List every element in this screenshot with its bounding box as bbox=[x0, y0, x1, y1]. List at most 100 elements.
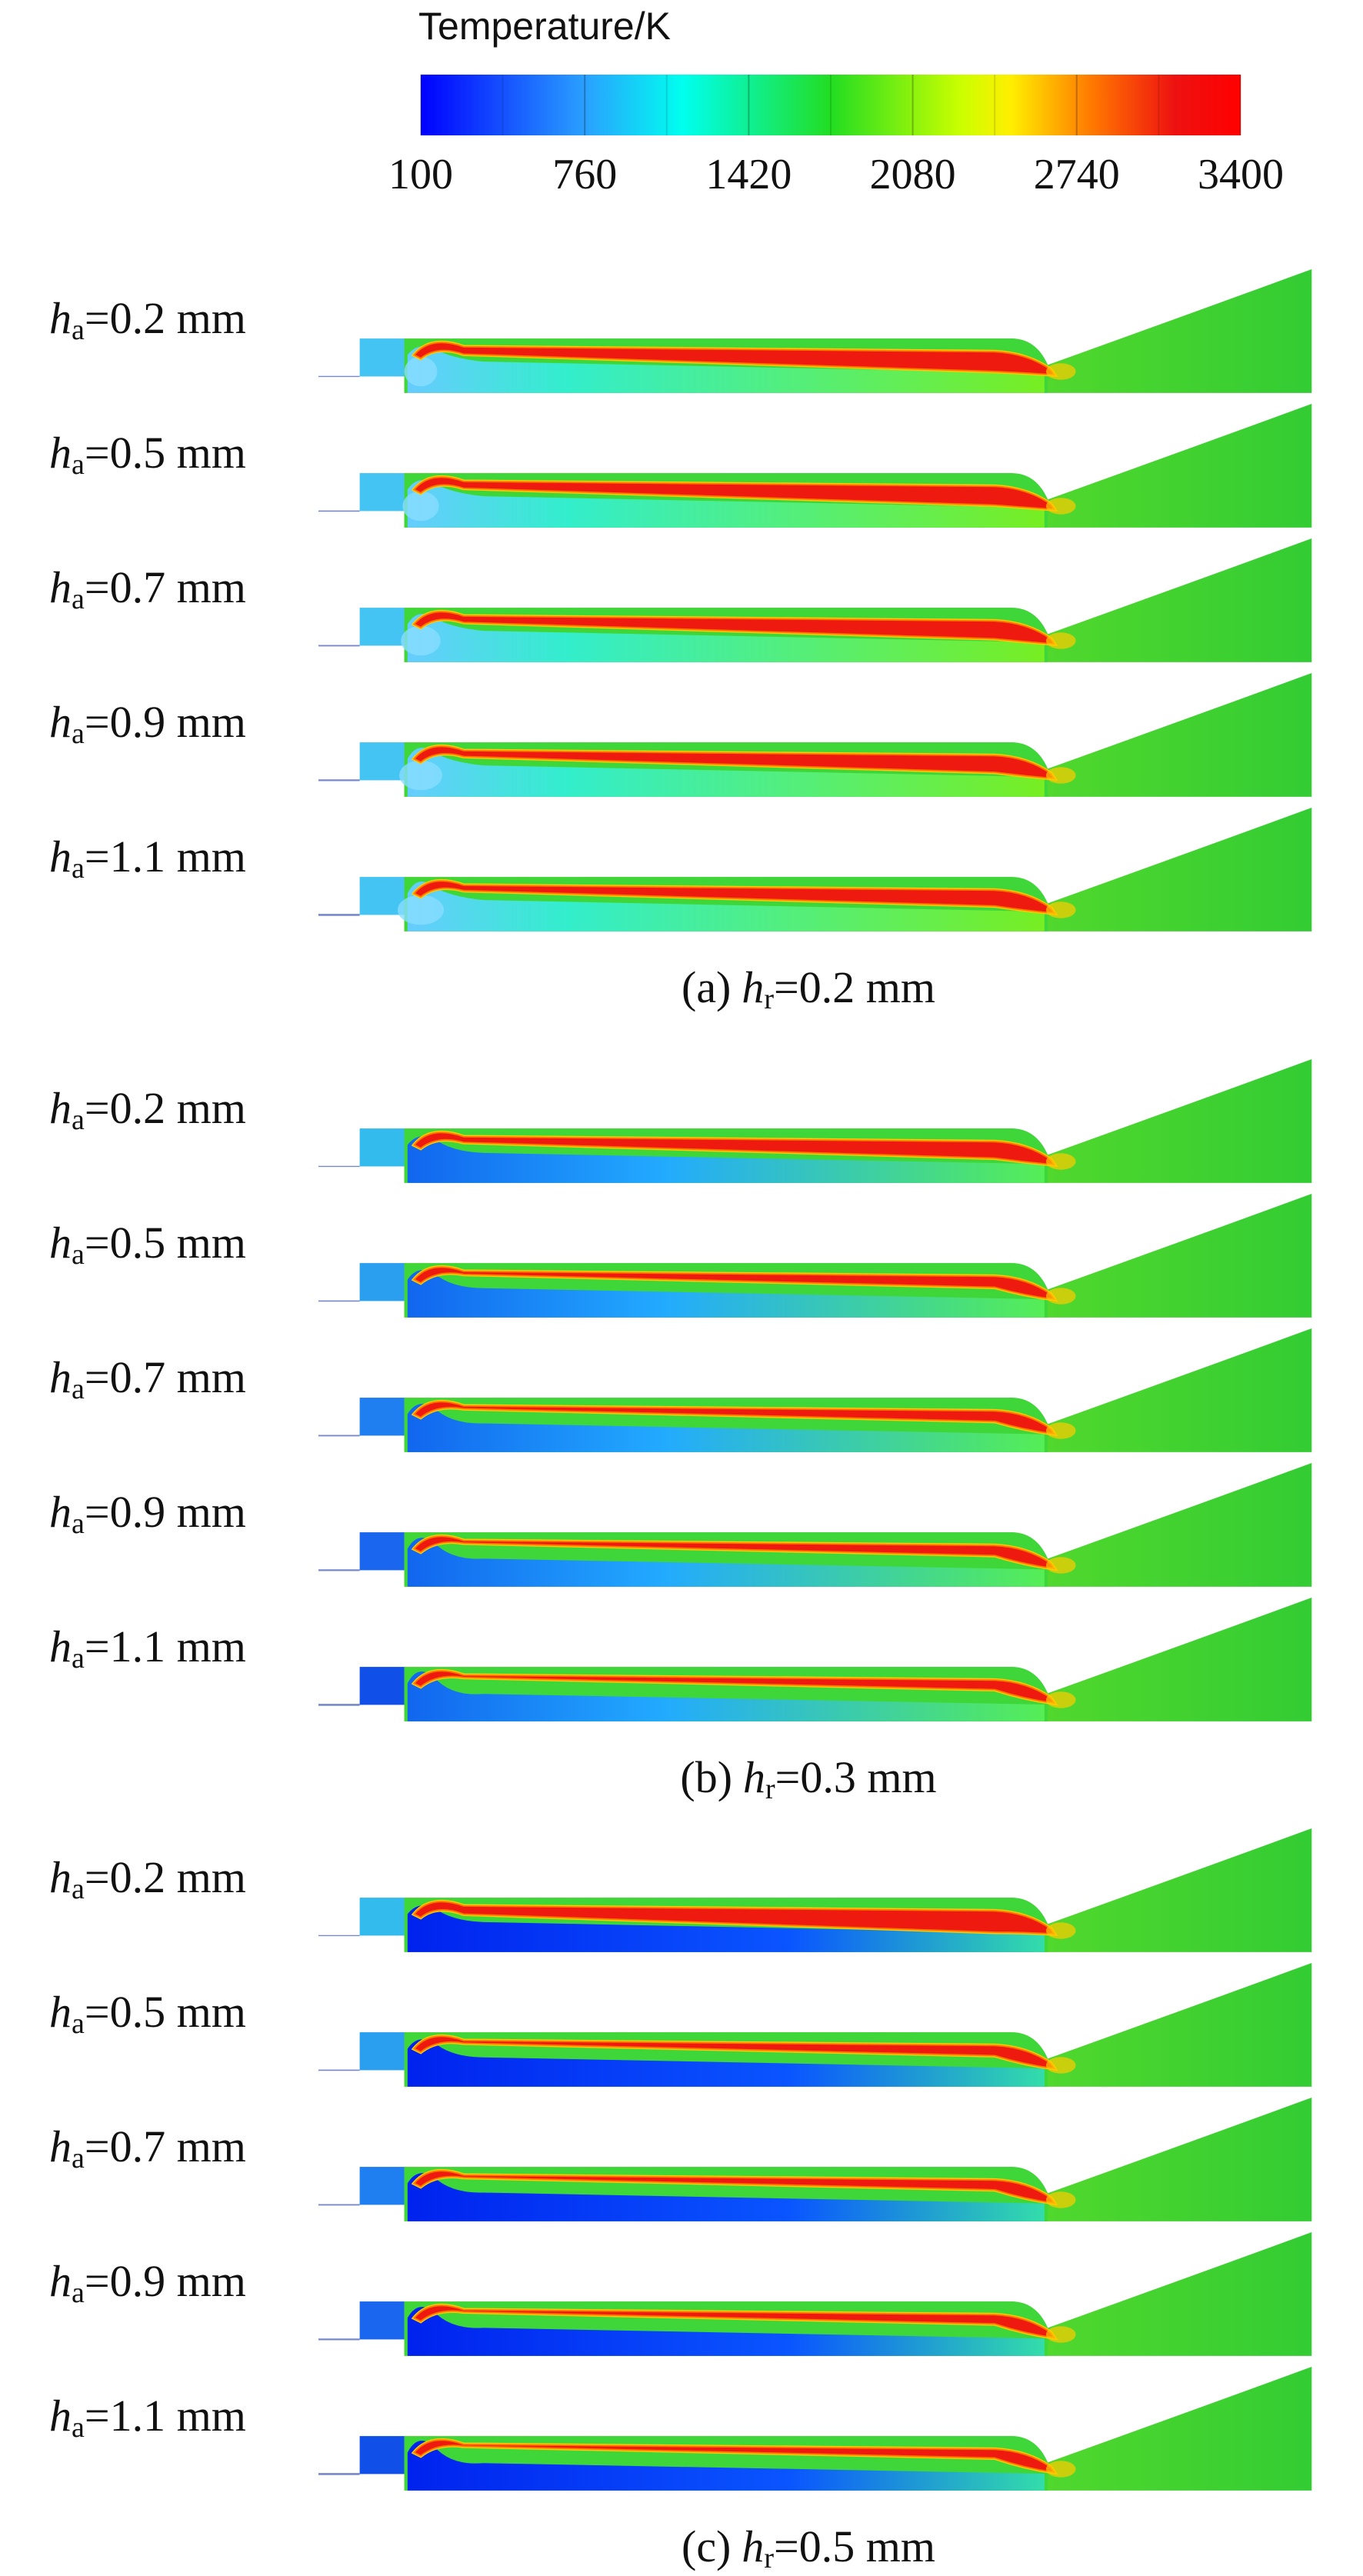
low-temp-region bbox=[407, 614, 1045, 662]
row-label-text: =0.2 mm bbox=[85, 293, 246, 343]
caption-text: =0.3 mm bbox=[775, 1752, 937, 1802]
inlet-region bbox=[359, 1398, 406, 1436]
label: ha=1.1 mm bbox=[49, 1621, 246, 1674]
row-label-subscript: a bbox=[72, 2411, 85, 2444]
contour-plot bbox=[318, 673, 1312, 797]
low-temp-region bbox=[407, 1538, 1045, 1587]
low-temp-region bbox=[407, 1404, 1045, 1452]
inlet-region bbox=[359, 1263, 406, 1301]
low-temp-region bbox=[407, 346, 1045, 393]
row-label-subscript: a bbox=[72, 314, 85, 346]
row-label-symbol: h bbox=[49, 2256, 72, 2306]
contour-plot bbox=[318, 2098, 1312, 2221]
row-label-symbol: h bbox=[49, 1621, 72, 1671]
row-label-symbol: h bbox=[49, 1852, 72, 1902]
colorbar-title: Temperature/K bbox=[418, 5, 671, 48]
row-label-symbol: h bbox=[49, 1352, 72, 1402]
inlet-region bbox=[359, 742, 406, 781]
inlet-region bbox=[359, 473, 406, 512]
caption-symbol: h bbox=[741, 2521, 764, 2571]
throat-glow bbox=[1045, 1153, 1076, 1170]
row-label-text: =0.2 mm bbox=[85, 1083, 246, 1133]
low-temp-region bbox=[407, 2441, 1045, 2491]
row-label-subscript: a bbox=[72, 1104, 85, 1136]
colorbar-tick-label: 760 bbox=[552, 151, 617, 198]
row-label-text: =0.5 mm bbox=[85, 1218, 246, 1268]
row-label-subscript: a bbox=[72, 2008, 85, 2040]
row-label-subscript: a bbox=[72, 718, 85, 750]
row-label-symbol: h bbox=[49, 428, 72, 478]
label: ha=0.2 mm bbox=[49, 293, 246, 345]
inlet-region bbox=[359, 1667, 406, 1705]
throat-glow bbox=[1045, 2057, 1076, 2074]
low-temp-region bbox=[407, 1905, 1045, 1952]
colorbar-tick-label: 2080 bbox=[870, 151, 956, 198]
throat-glow bbox=[1045, 1288, 1076, 1305]
label: ha=0.7 mm bbox=[49, 1352, 246, 1405]
contour-plot bbox=[318, 2232, 1312, 2356]
row-label-text: =0.7 mm bbox=[85, 562, 246, 612]
caption-text: =0.2 mm bbox=[774, 962, 935, 1012]
contour-plot bbox=[318, 1328, 1312, 1452]
row-label-symbol: h bbox=[49, 831, 72, 881]
contour-plot bbox=[318, 1598, 1312, 1721]
row-label-text: =0.9 mm bbox=[85, 1487, 246, 1537]
row-label-subscript: a bbox=[72, 1873, 85, 1905]
throat-glow bbox=[1045, 363, 1076, 380]
row-label-subscript: a bbox=[72, 2277, 85, 2309]
row-label-text: =0.9 mm bbox=[85, 2256, 246, 2306]
throat-glow bbox=[1045, 1557, 1076, 1574]
low-temp-region bbox=[407, 1136, 1045, 1183]
throat-glow bbox=[1045, 2461, 1076, 2478]
inlet-region bbox=[359, 608, 406, 646]
caption-symbol: h bbox=[743, 1752, 765, 1802]
caption-label: (a) bbox=[682, 962, 731, 1012]
caption-symbol: h bbox=[741, 962, 764, 1012]
recirculation bbox=[404, 356, 438, 387]
row-label-text: =0.9 mm bbox=[85, 697, 246, 747]
inlet-region bbox=[359, 2167, 406, 2205]
label: ha=0.9 mm bbox=[49, 697, 246, 749]
label: ha=0.2 mm bbox=[49, 1852, 246, 1905]
row-label-text: =0.7 mm bbox=[85, 2121, 246, 2171]
row-label-symbol: h bbox=[49, 697, 72, 747]
low-temp-region bbox=[407, 881, 1045, 931]
throat-glow bbox=[1045, 901, 1076, 918]
inlet-region bbox=[359, 1898, 406, 1936]
contour-plot bbox=[318, 808, 1312, 931]
label: ha=0.5 mm bbox=[49, 428, 246, 480]
row-label-subscript: a bbox=[72, 1508, 85, 1540]
row-label-symbol: h bbox=[49, 1083, 72, 1133]
contour-plot bbox=[318, 2367, 1312, 2491]
contour-plot bbox=[318, 1463, 1312, 1587]
row-label-subscript: a bbox=[72, 1642, 85, 1675]
throat-glow bbox=[1045, 2326, 1076, 2343]
row-label-subscript: a bbox=[72, 852, 85, 885]
caption-label: (c) bbox=[682, 2521, 731, 2571]
label: ha=0.9 mm bbox=[49, 1487, 246, 1539]
colorbar-tick-label: 100 bbox=[388, 151, 453, 198]
label: ha=1.1 mm bbox=[49, 2391, 246, 2443]
label: ha=0.2 mm bbox=[49, 1083, 246, 1135]
low-temp-region bbox=[407, 2039, 1045, 2087]
inlet-region bbox=[359, 1128, 406, 1167]
caption-subscript: r bbox=[764, 983, 774, 1015]
row-label-subscript: a bbox=[72, 1238, 85, 1271]
inlet-region bbox=[359, 2032, 406, 2071]
contour-plot bbox=[318, 1194, 1312, 1318]
row-label-symbol: h bbox=[49, 1218, 72, 1268]
throat-glow bbox=[1045, 2191, 1076, 2208]
colorbar-tick-label: 2740 bbox=[1034, 151, 1120, 198]
row-label-symbol: h bbox=[49, 562, 72, 612]
recirculation bbox=[397, 895, 445, 925]
label: ha=0.9 mm bbox=[49, 2256, 246, 2308]
label: ha=0.7 mm bbox=[49, 2121, 246, 2174]
label: (a) hr=0.2 mm bbox=[682, 962, 935, 1015]
row-label-symbol: h bbox=[49, 2121, 72, 2171]
row-label-subscript: a bbox=[72, 2142, 85, 2174]
caption-label: (b) bbox=[680, 1752, 732, 1802]
contour-plot bbox=[318, 404, 1312, 528]
caption-text: =0.5 mm bbox=[774, 2521, 935, 2571]
label: (b) hr=0.3 mm bbox=[680, 1752, 936, 1805]
inlet-region bbox=[359, 338, 406, 377]
